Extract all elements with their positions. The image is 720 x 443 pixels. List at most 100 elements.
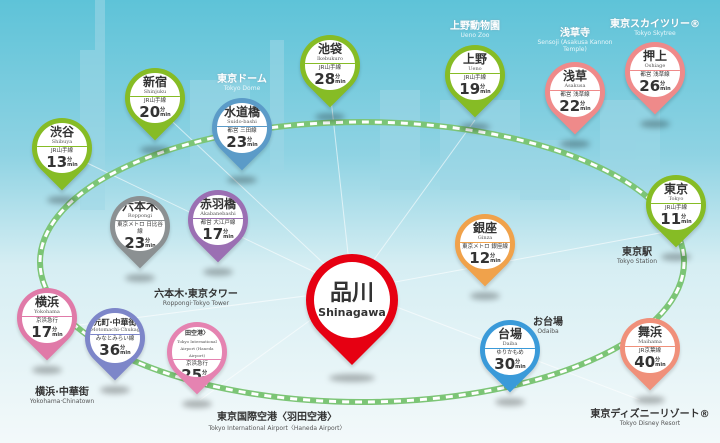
pin-haneda[interactable]: 東京国際空港〈羽田空港〉Tokyo International Airport … [154,309,240,409]
pin-oshiage[interactable]: 押上 Oshiage 都営 浅草線 26分 min [612,29,698,129]
unit-jp: 分 [490,252,496,259]
rail-line: JR京葉線 [639,347,661,354]
station-name-en: Daiba [485,341,535,349]
rail-line: 都営 大江戸線 [200,219,236,226]
travel-time: 19分 min [459,81,490,97]
pin-label: 浅草 Asakusa 都営 浅草線 22分 min [550,67,600,117]
pin-label: 押上 Oshiage 都営 浅草線 26分 min [630,47,680,97]
landmark-name-jp: 東京駅 [621,247,652,258]
unit-jp: 分 [580,100,586,107]
pin-shinjuku[interactable]: 新宿 Shinjuku JR山手線 20分 min [112,55,198,155]
unit-en: min [660,85,671,92]
pin-tokyo[interactable]: 東京 Tokyo JR山手線 11分 min [633,162,719,262]
pin-label: 台場 Daiba ゆりかもめ 30分 min [485,325,535,375]
rail-line: JR山手線 [144,97,166,104]
minutes-value: 40 [634,352,656,371]
unit-jp: 分 [202,370,208,377]
travel-time: 17分 min [202,224,234,243]
station-name-jp: 銀座 [472,220,497,235]
landmark-name-en: Ueno Zoo [460,32,490,39]
minutes-value: 36 [99,340,121,359]
pin-shadow [640,120,670,128]
unit-en: min [655,361,666,368]
station-name-en: Tokyo International Airport (Haneda Airp… [172,338,222,361]
landmark-name-en: Yokohama·Chinatown [29,398,95,405]
unit-jp: 分 [52,326,58,333]
landmark-name-en: Tokyo Skytree [634,30,676,37]
pin-label: 上野 Ueno JR山手線 19分 min [450,50,500,100]
pin-shadow [661,253,691,261]
pin-ginza[interactable]: 銀座 Ginza 東京メトロ 銀座線 12分 min [442,201,528,301]
pin-shinagawa[interactable]: 品川 Shinagawa [286,234,418,387]
minutes-value: 17 [202,224,224,243]
landmark-name-en: Sensoji (Asakusa Kannon Temple) [537,39,613,53]
pin-akabanebashi[interactable]: 赤羽橋 Akabanebashi 都営 大江戸線 17分 min [175,177,261,277]
travel-time: 12分 min [469,250,500,266]
pin-label: 六本木 Roppongi 東京メトロ 日比谷線 23分 min [115,201,165,251]
landmark-name-jp: 横浜·中華街 [35,387,89,398]
pin-shadow [495,398,525,406]
minutes-value: 25 [181,366,203,377]
rail-line: 都営 浅草線 [560,91,590,98]
landmark-name-en: Tokyo Station [616,258,658,265]
skyline [80,0,660,210]
minutes-value: 11 [660,209,682,228]
pin-motomachi[interactable]: 元町·中華街 Motomachi·Chukagai みなとみらい線 36分 min [72,295,158,395]
pin-yokohama[interactable]: 横浜 Yokohama 京浜急行 17分 min [4,275,90,375]
center-name-jp: 品川 [329,280,374,306]
station-name-en: Asakusa [550,83,600,91]
station-name-en: Shibuya [37,139,87,147]
unit-en: min [247,141,258,148]
unit-jp: 分 [145,238,151,245]
rail-line: 東京メトロ 銀座線 [462,243,508,250]
station-name-jp: 浅草 [562,68,587,83]
pin-shadow [125,274,155,282]
unit-en: min [145,243,156,250]
pin-maihama[interactable]: 舞浜 Maihama JR京葉線 40分 min [607,305,693,405]
station-name-en: Tokyo [651,196,701,204]
station-name-jp: 東京 [663,181,688,196]
landmark-name-en: Roppongi·Tokyo Tower [162,300,230,307]
pin-shadow [203,268,233,276]
rail-line: JR山手線 [464,74,486,81]
pin-suidobashi[interactable]: 水道橋 Suido-bashi 都営 三田線 23分 min [199,85,285,185]
pin-label: 東京 Tokyo JR山手線 11分 min [651,180,701,230]
unit-en: min [335,78,346,85]
minutes-value: 30 [494,354,516,373]
rail-line: 東京メトロ 日比谷線 [117,222,163,236]
rail-line: JR山手線 [665,204,687,211]
station-name-jp: 舞浜 [637,324,662,339]
rail-line: 京浜急行 [185,361,208,368]
station-name-en: Ikebukuro [305,56,355,64]
landmark-roppongi-tower: 六本木·東京タワー Roppongi·Tokyo Tower [154,285,238,307]
minutes-value: 23 [124,234,146,251]
pin-asakusa[interactable]: 浅草 Asakusa 都営 浅草線 22分 min [532,49,618,149]
landmark-name-jp: 東京国際空港〈羽田空港〉 [217,412,337,423]
unit-jp: 分 [120,344,126,351]
unit-en: min [580,105,591,112]
pin-roppongi[interactable]: 六本木 Roppongi 東京メトロ 日比谷線 23分 min [97,183,183,283]
unit-jp: 分 [515,358,521,365]
pin-shibuya[interactable]: 渋谷 Shibuya JR山手線 13分 min [19,105,105,205]
station-name-en: Ueno [450,66,500,74]
station-name-en: Motomachi·Chukagai [90,326,140,335]
station-name-en: Shinjuku [130,89,180,97]
pin-shadow [182,400,212,408]
travel-time: 26分 min [639,78,671,94]
landmark-name-jp: 東京ドーム [217,74,267,85]
travel-time: 20分 min [139,104,170,120]
station-name-jp: 横浜 [34,294,59,309]
pin-ikebukuro[interactable]: 池袋 Ikebukuro JR山手線 28分 min [287,22,373,122]
station-name-en: Ginza [460,235,510,243]
pin-ueno[interactable]: 上野 Ueno JR山手線 19分 min [432,32,518,132]
station-name-jp: 渋谷 [49,124,74,139]
landmark-tokyo-station: 東京駅 Tokyo Station [617,243,657,265]
unit-en: min [223,233,234,240]
pin-daiba[interactable]: 台場 Daiba ゆりかもめ 30分 min [467,307,553,407]
pin-shadow [32,366,62,374]
